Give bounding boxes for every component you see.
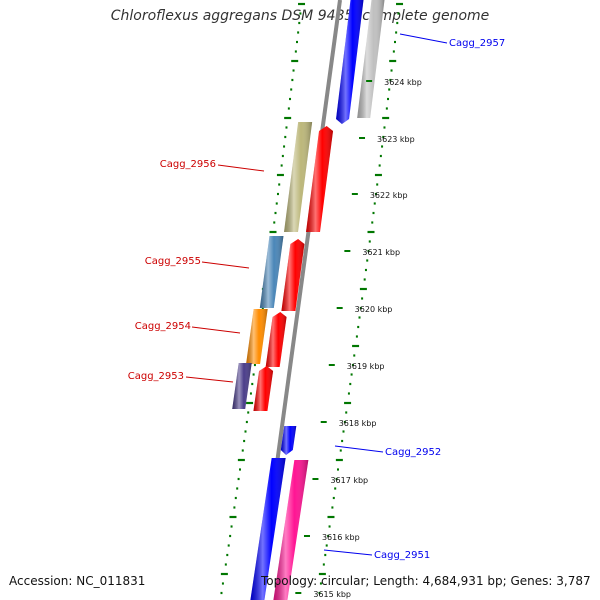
scale-tick-label: 3615 kbp [313, 590, 351, 599]
scale-tick-label: 3616 kbp [322, 533, 360, 542]
scale-tick-label: 3618 kbp [339, 419, 377, 428]
gene-label-leader [334, 445, 384, 453]
cds-arrow-shade [253, 366, 274, 411]
gene-label-leader [185, 376, 234, 383]
gene-label: Cagg_2957 [449, 38, 505, 49]
scale-tick-label: 3617 kbp [330, 476, 368, 485]
gene-label: Cagg_2951 [374, 550, 430, 561]
map-title: Chloroflexus aggregans DSM 9485, complet… [110, 8, 490, 24]
scale-tick-label: 3622 kbp [370, 191, 408, 200]
scale-tick-label: 3620 kbp [355, 305, 393, 314]
cog-block-shade [273, 460, 309, 600]
cog-block-shade [246, 309, 268, 364]
gene-label-leader [201, 261, 250, 269]
cds-arrow-shade [265, 312, 287, 367]
accession-text: Accession: NC_011831 [9, 574, 146, 588]
scale-axis: 3624 kbp 3623 kbp 3622 kbp 3621 kbp 3620 kbp… [295, 78, 422, 599]
scale-tick-label: 3624 kbp [384, 78, 422, 87]
gene-label-leader [399, 33, 448, 44]
cds-arrow-shade [250, 458, 286, 600]
gene-label-leader [191, 326, 241, 334]
cds-arrow-shade [280, 426, 297, 455]
cog-block-shade [284, 122, 313, 232]
gene-label: Cagg_2952 [385, 447, 441, 458]
gene-label: Cagg_2953 [128, 371, 184, 382]
scale-tick-label: 3621 kbp [362, 248, 400, 257]
feature-track [232, 0, 385, 600]
cds-arrow-shade [336, 0, 364, 124]
gc-dotted-tracks [220, 2, 404, 595]
gene-labels: Cagg_2957 Cagg_2956 Cagg_2955 Cagg_2954 Cagg… [128, 33, 505, 561]
cog-block-shade [232, 363, 252, 409]
cog-block-shade [357, 0, 385, 118]
cds-arrow-shade [306, 126, 334, 232]
gene-label: Cagg_2954 [135, 321, 191, 332]
scale-tick-label: 3623 kbp [377, 135, 415, 144]
cds-arrow-shade [281, 239, 305, 311]
gene-label: Cagg_2956 [160, 159, 216, 170]
gene-label-leader [217, 164, 265, 172]
scale-tick-label: 3619 kbp [347, 362, 385, 371]
gene-label: Cagg_2955 [145, 256, 201, 267]
genome-summary-text: Topology: circular; Length: 4,684,931 bp… [261, 574, 591, 588]
gene-label-leader [323, 549, 373, 556]
cog-block-shade [259, 236, 284, 308]
right-dotted-track [318, 2, 404, 595]
